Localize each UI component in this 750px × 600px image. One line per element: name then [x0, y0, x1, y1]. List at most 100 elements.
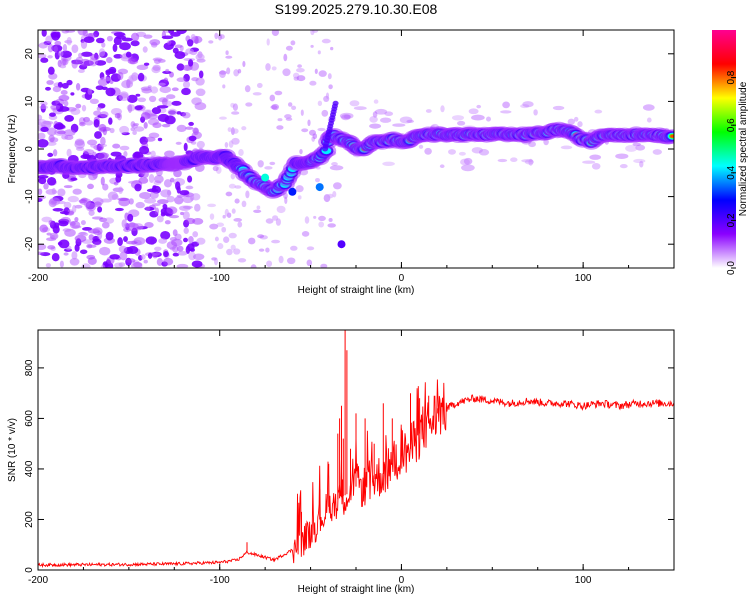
spectrogram-blob	[82, 30, 88, 37]
spectrogram-blob	[269, 94, 276, 102]
spectrogram-blob	[369, 116, 378, 123]
snr-xtick-label: 0	[399, 575, 405, 586]
spectrogram-blob	[41, 30, 47, 37]
spectrogram-blob	[171, 87, 179, 92]
spectrogram-blob	[52, 149, 58, 157]
spectrogram-blob	[187, 175, 193, 183]
snr-xlabel: Height of straight line (km)	[298, 584, 415, 595]
spectrogram-blob	[163, 250, 169, 258]
snr-ylabel: SNR (10 * v/v)	[7, 418, 18, 482]
spectrogram-blob	[125, 240, 138, 245]
spectrogram-blob	[58, 239, 70, 249]
spectrogram-blob	[195, 88, 206, 97]
spectrogram-blob	[176, 263, 189, 268]
spectrogram-blob	[193, 127, 199, 136]
spectrogram-blob	[128, 198, 134, 205]
spectrogram-blob	[47, 66, 55, 75]
spectrogram-blob	[51, 31, 60, 41]
spectrogram-blob	[632, 142, 641, 147]
spectrogram-blob	[54, 40, 62, 46]
snr-ytick-label: 200	[24, 511, 35, 528]
spectrogram-spur-cell	[332, 100, 339, 106]
spectrogram-blob	[133, 126, 145, 132]
spectrogram-blob	[40, 101, 48, 106]
spectrogram-blob	[114, 207, 124, 212]
spectrogram-blob	[66, 79, 73, 86]
spectrogram-blob	[406, 119, 415, 123]
spectrogram-blob	[86, 139, 98, 146]
spectrogram-blob	[165, 94, 176, 100]
spectrogram-blob	[157, 137, 163, 142]
spectrogram-blob	[189, 248, 195, 252]
spectrogram-blob	[119, 251, 128, 261]
spectrogram-blob	[83, 149, 95, 155]
spectrogram-blob	[130, 40, 140, 47]
spectrogram-blob	[374, 108, 388, 115]
spectrogram-blob	[103, 217, 115, 224]
spectrogram-blob	[290, 40, 296, 46]
spectrogram-blob	[222, 84, 226, 89]
spectrogram-blob	[139, 191, 152, 200]
spectrogram-blob	[460, 158, 470, 166]
spectrogram-blob	[138, 177, 149, 184]
spectrogram-blob	[589, 154, 602, 160]
spectrogram-blob	[182, 80, 191, 89]
spectrogram-blob	[312, 133, 318, 140]
spectrogram-blob	[154, 246, 162, 252]
spectrogram-blob	[327, 73, 332, 80]
spectrogram-blob	[131, 32, 140, 42]
spectrogram-blob	[165, 100, 173, 107]
spectrogram-blob	[143, 122, 148, 129]
spectrogram-blob	[271, 30, 280, 36]
spectrogram-blob	[87, 183, 94, 190]
snr-line-group	[38, 330, 674, 569]
spectrogram-blob	[315, 183, 324, 192]
spectrogram-blob	[112, 43, 118, 53]
spectrogram-blob	[157, 82, 166, 86]
spectrogram-blob	[237, 258, 247, 263]
spectrogram-blob	[328, 217, 333, 223]
spectrogram-blob	[99, 111, 109, 118]
spectrogram-blob	[304, 216, 310, 224]
spectrogram-blob	[52, 208, 64, 212]
spectrogram-blob	[144, 221, 154, 229]
spectrogram-blob	[110, 107, 123, 116]
spectrogram-blob	[188, 121, 194, 126]
spectrogram-blob	[301, 231, 310, 237]
spectrogram-blob	[183, 237, 188, 243]
spectrogram-blob	[274, 90, 283, 96]
spectrogram-blob	[38, 138, 49, 148]
spectrogram-blob	[373, 99, 379, 104]
spectrogram-blob	[195, 53, 205, 61]
spectrogram-blob	[47, 55, 53, 59]
spectrogram-blob	[58, 50, 64, 57]
spectrogram-blob	[276, 205, 286, 214]
spectrogram-blob	[327, 193, 334, 199]
spectrogram-blob	[225, 191, 233, 197]
spectrogram-blob	[39, 224, 49, 233]
spectrogram-blob	[48, 134, 55, 143]
spectrogram-blob	[318, 215, 326, 221]
spectrogram-blob	[245, 102, 253, 107]
spectrogram-blob	[134, 183, 142, 192]
colorbar: 0.0 0.2 0.4 0.6 0.8 Normalized spectral ampl…	[712, 30, 749, 275]
spectrogram-blob	[218, 33, 222, 41]
spectrogram-blob	[135, 93, 141, 97]
spectrogram-blob	[127, 104, 133, 113]
spectrogram-blob	[134, 105, 143, 111]
spectrogram-blob	[186, 39, 194, 47]
spectrogram-ylabel: Frequency (Hz)	[7, 115, 18, 184]
spectrogram-blob	[117, 237, 123, 247]
spectrogram-blob	[191, 77, 199, 82]
spectrogram-blob	[90, 143, 97, 148]
spectrogram-blob	[448, 149, 456, 155]
spectrogram-blob	[312, 30, 319, 33]
spectrogram-blob	[463, 157, 473, 165]
spectrogram-blob	[38, 174, 49, 179]
spectrogram-blob	[60, 90, 68, 95]
spectrogram-blob	[49, 112, 56, 117]
spectrogram-blob	[45, 86, 51, 91]
spectrogram-blob	[69, 221, 76, 226]
